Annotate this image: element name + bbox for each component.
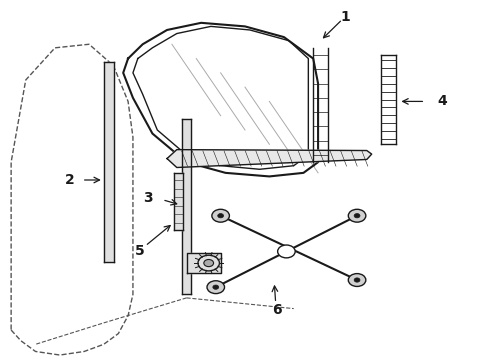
Circle shape xyxy=(278,245,295,258)
Polygon shape xyxy=(174,173,183,230)
Text: 2: 2 xyxy=(65,173,74,187)
Text: 4: 4 xyxy=(438,94,447,108)
Circle shape xyxy=(354,278,360,282)
Text: 3: 3 xyxy=(143,191,152,205)
Circle shape xyxy=(218,213,223,218)
Circle shape xyxy=(207,281,224,294)
Circle shape xyxy=(212,209,229,222)
Text: 1: 1 xyxy=(340,10,350,24)
Polygon shape xyxy=(167,150,372,167)
Polygon shape xyxy=(182,119,192,294)
Circle shape xyxy=(348,274,366,287)
Polygon shape xyxy=(187,253,220,273)
Circle shape xyxy=(348,209,366,222)
Circle shape xyxy=(204,260,214,267)
Text: 5: 5 xyxy=(135,244,145,258)
Circle shape xyxy=(354,213,360,218)
Text: 6: 6 xyxy=(272,303,281,318)
Polygon shape xyxy=(104,62,115,262)
Circle shape xyxy=(213,285,219,289)
